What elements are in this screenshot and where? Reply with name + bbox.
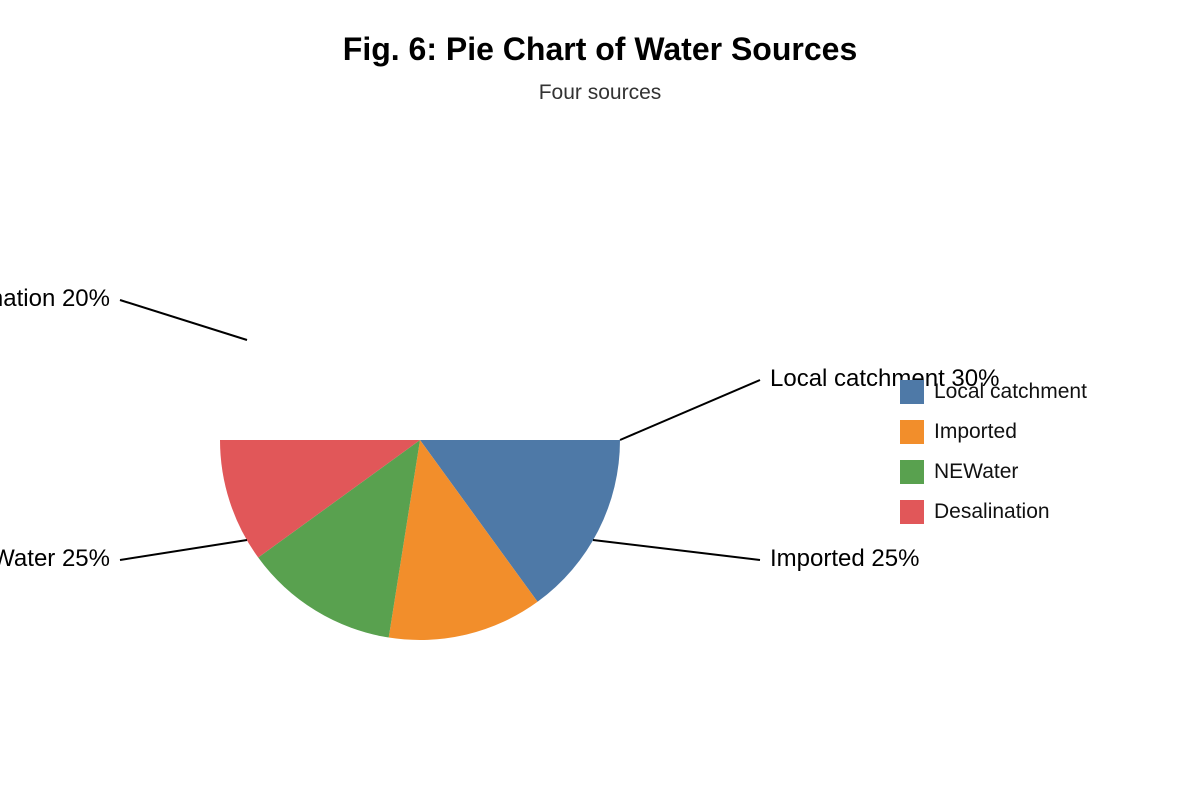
slice-label-local-catchment: Local catchment 30% [770, 365, 999, 392]
slice-label-newater: NEWater 25% [0, 545, 110, 572]
pie-slice-local-catchment [420, 440, 620, 602]
slice-label-desalination: Desalination 20% [0, 285, 110, 312]
pie-slice-imported [388, 440, 538, 640]
leader-line-newater [119, 539, 248, 561]
chart-title: Fig. 6: Pie Chart of Water Sources [342, 31, 858, 67]
leader-line-imported [592, 539, 761, 561]
legend-swatch-local-catchment [900, 380, 924, 404]
legend-label-newater: NEWater [934, 460, 1019, 483]
pie-slice-desalination [220, 440, 420, 558]
slice-label-imported: Imported 25% [770, 545, 919, 572]
chart-subtitle: Four sources [538, 81, 662, 104]
legend-swatch-newater [900, 460, 924, 484]
legend-label-imported: Imported [934, 420, 1017, 443]
pie-slice-newater [258, 440, 420, 638]
legend-label-desalination: Desalination [934, 500, 1050, 523]
legend-swatch-desalination [900, 500, 924, 524]
leader-line-desalination [119, 299, 248, 341]
legend-swatch-imported [900, 420, 924, 444]
leader-line-local-catchment [619, 379, 761, 441]
legend-label-local-catchment: Local catchment [934, 380, 1087, 403]
